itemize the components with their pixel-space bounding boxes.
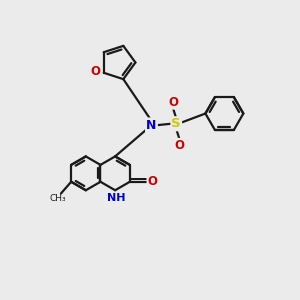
Text: CH₃: CH₃ [49, 194, 66, 203]
Text: S: S [171, 117, 181, 130]
Text: O: O [91, 65, 100, 78]
Text: N: N [146, 119, 157, 132]
Text: O: O [147, 175, 157, 188]
Text: O: O [168, 96, 178, 109]
Text: NH: NH [107, 194, 126, 203]
Text: O: O [174, 139, 184, 152]
